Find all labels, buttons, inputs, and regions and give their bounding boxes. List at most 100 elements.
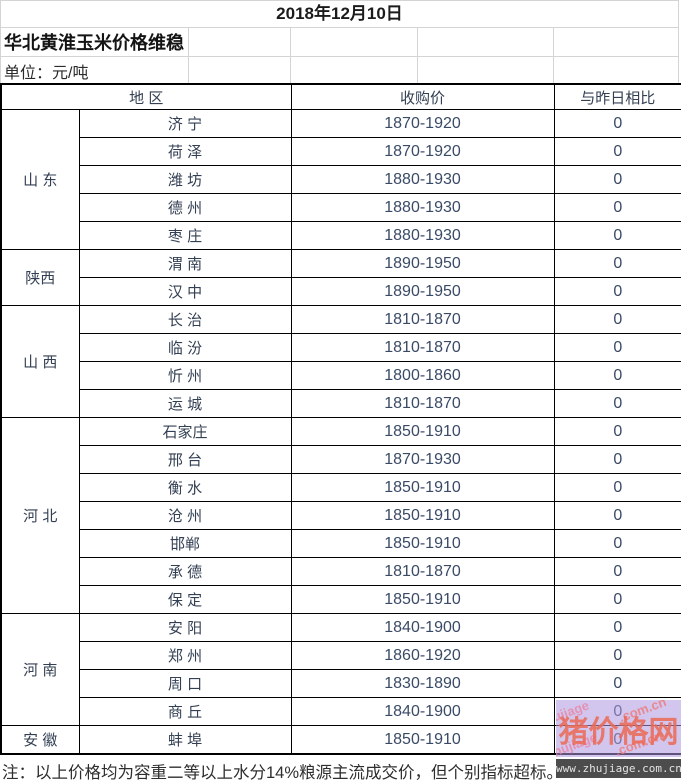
empty-cell [291,28,418,56]
table-row: 德 州 1880-1930 0 [1,193,681,222]
price-cell: 1890-1950 [290,277,555,306]
change-cell: 0 [553,557,681,586]
change-cell: 0 [553,641,681,670]
price-cell: 1850-1910 [290,725,555,755]
city-cell: 衡 水 [78,473,292,502]
unit-label: 单位：元/吨 [4,64,89,82]
table-row: 汉 中 1890-1950 0 [1,277,681,306]
price-cell: 1830-1890 [290,669,555,698]
change-cell: 0 [553,109,681,138]
change-cell: 0 [553,669,681,698]
province-cell: 陕西 [0,249,80,306]
city-cell: 济 宁 [78,109,292,138]
table-row: 承 德 1810-1870 0 [1,557,681,586]
header-compare: 与昨日相比 [553,83,681,110]
city-cell: 汉 中 [78,277,292,306]
price-cell: 1850-1910 [290,585,555,614]
change-cell: 0 [553,137,681,166]
table-row: 保 定 1850-1910 0 [1,585,681,614]
change-cell: 0 [553,277,681,306]
table-row: 山 西 长 治 1810-1870 0 [0,305,681,418]
city-cell: 长 治 [78,305,292,334]
price-cell: 1850-1910 [290,501,555,530]
price-cell: 1810-1870 [290,305,555,334]
empty-cell [554,57,678,84]
price-cell: 1850-1910 [290,473,555,502]
city-cell: 蚌 埠 [78,725,292,755]
change-cell: 0 [553,529,681,558]
change-cell: 0 [553,445,681,474]
unit-row: 单位：元/吨 [1,57,678,84]
price-cell: 1860-1920 [290,641,555,670]
city-cell: 沧 州 [78,501,292,530]
headline-row: 华北黄淮玉米价格维稳 [1,28,678,57]
price-cell: 1870-1920 [290,137,555,166]
table-row: 沧 州 1850-1910 0 [1,501,681,530]
province-cell: 河 南 [0,613,80,726]
city-cell: 渭 南 [78,249,292,278]
province-cell: 河 北 [0,417,80,614]
watermark-site-name: 猪价格网 [558,715,679,749]
header-region: 地 区 [0,83,292,110]
empty-cell [418,57,554,84]
city-cell: 潍 坊 [78,165,292,194]
price-cell: 1850-1910 [290,529,555,558]
price-cell: 1840-1900 [290,697,555,726]
price-cell: 1870-1920 [290,109,555,138]
price-cell: 1880-1930 [290,165,555,194]
province-cell: 安 徽 [0,725,80,755]
table-row: 临 汾 1810-1870 0 [1,333,681,362]
empty-cell [189,57,291,84]
table-row: 周 口 1830-1890 0 [1,669,681,698]
empty-cell [291,57,418,84]
table-row: 河 北 石家庄 1850-1910 0 [0,417,681,614]
city-cell: 枣 庄 [78,221,292,250]
province-cell: 山 东 [0,109,80,250]
price-cell: 1890-1950 [290,249,555,278]
price-cell: 1810-1870 [290,333,555,362]
header-price: 收购价 [290,83,555,110]
table-row: 潍 坊 1880-1930 0 [1,165,681,194]
city-cell: 周 口 [78,669,292,698]
change-cell: 0 [553,585,681,614]
empty-cell [418,28,554,56]
price-cell: 1850-1910 [290,417,555,446]
price-cell: 1810-1870 [290,557,555,586]
table-row: 枣 庄 1880-1930 0 [1,221,681,250]
price-cell: 1800-1860 [290,361,555,390]
footnote: 注：以上价格均为容重二等以上水分14%粮源主流成交价，但个别指标超标。 [2,763,564,782]
city-cell: 运 城 [78,389,292,418]
city-cell: 忻 州 [78,361,292,390]
price-cell: 1870-1930 [290,445,555,474]
city-cell: 德 州 [78,193,292,222]
change-cell: 0 [553,221,681,250]
city-cell: 邯郸 [78,529,292,558]
top-header-area: 2018年12月10日 华北黄淮玉米价格维稳 单位：元/吨 [0,0,679,84]
change-cell: 0 [553,165,681,194]
table-row: 邯郸 1850-1910 0 [1,529,681,558]
change-cell: 0 [553,501,681,530]
table-header-row: 地 区 收购价 与昨日相比 [0,83,681,110]
change-cell: 0 [553,473,681,502]
change-cell: 0 [553,249,681,278]
table-row: 衡 水 1850-1910 0 [1,473,681,502]
city-cell: 荷 泽 [78,137,292,166]
city-cell: 临 汾 [78,333,292,362]
table-row: 忻 州 1800-1860 0 [1,361,681,390]
change-cell: 0 [553,361,681,390]
province-cell: 山 西 [0,305,80,418]
city-cell: 郑 州 [78,641,292,670]
price-cell: 1880-1930 [290,193,555,222]
change-cell: 0 [553,417,681,446]
price-cell: 1810-1870 [290,389,555,418]
empty-cell [554,28,678,56]
table-row: 运 城 1810-1870 0 [1,389,681,418]
city-cell: 商 丘 [78,697,292,726]
change-cell: 0 [553,613,681,642]
price-cell: 1840-1900 [290,613,555,642]
price-cell: 1880-1930 [290,221,555,250]
city-cell: 邢 台 [78,445,292,474]
table-row: 郑 州 1860-1920 0 [1,641,681,670]
watermark-url-bar: www.zhujiage.com.cn [556,759,681,778]
